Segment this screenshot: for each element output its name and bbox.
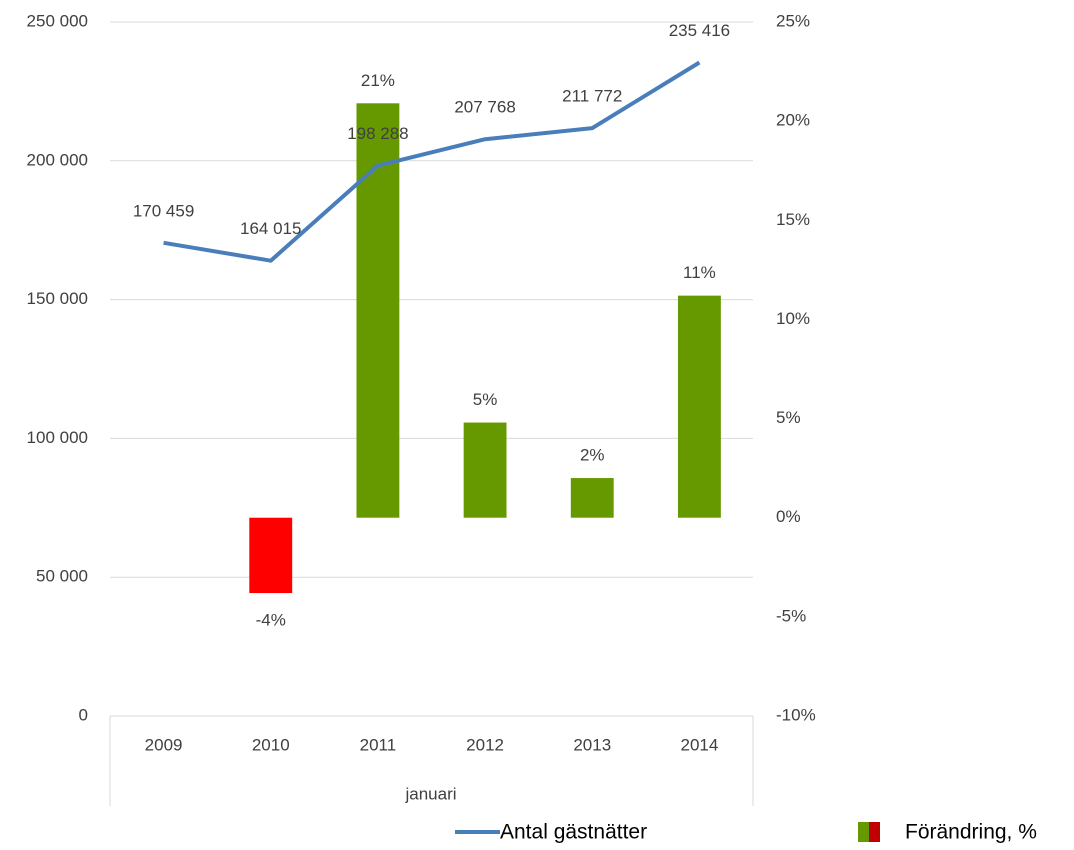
legend-swatch [858, 822, 869, 842]
data-label: 211 772 [562, 87, 622, 106]
bar [570, 478, 614, 518]
line [163, 60, 701, 263]
y2-tick-label: 0% [776, 507, 801, 526]
data-label: 170 459 [133, 201, 194, 220]
x-tick-label: 2009 [145, 735, 183, 754]
data-label: 235 416 [669, 21, 730, 40]
x-tick-label: 2012 [466, 735, 504, 754]
group-label: januari [404, 784, 456, 803]
bar [249, 517, 293, 594]
y-tick-label: 250 000 [27, 11, 88, 30]
data-label: 164 015 [240, 219, 301, 238]
x-tick-label: 2014 [681, 735, 719, 754]
y-tick-label: 50 000 [36, 567, 88, 586]
data-label: 207 768 [454, 98, 515, 117]
data-label: 198 288 [347, 124, 408, 143]
y2-tick-label: 5% [776, 408, 801, 427]
legend-swatch [869, 822, 880, 842]
y2-tick-label: -10% [776, 705, 816, 724]
bar [677, 295, 721, 518]
bar [356, 103, 400, 518]
x-tick-label: 2013 [573, 735, 611, 754]
y-tick-label: 100 000 [27, 428, 88, 447]
legend-label: Antal gästnätter [500, 821, 647, 844]
x-tick-label: 2011 [360, 735, 397, 754]
x-tick-label: 2010 [252, 735, 290, 754]
legend-label: Förändring, % [905, 821, 1037, 844]
bar [463, 422, 507, 518]
data-label: 2% [580, 446, 605, 465]
data-label: 21% [361, 71, 395, 90]
y-tick-label: 150 000 [27, 289, 88, 308]
y2-tick-label: -5% [776, 606, 806, 625]
y2-tick-label: 10% [776, 309, 810, 328]
y-tick-label: 200 000 [27, 150, 88, 169]
y2-tick-label: 25% [776, 11, 810, 30]
legend: Antal gästnätter Förändring, % [455, 821, 1037, 844]
y2-tick-label: 20% [776, 111, 810, 130]
y-tick-label: 0 [79, 705, 88, 724]
data-label: 5% [473, 390, 498, 409]
y2-tick-label: 15% [776, 210, 810, 229]
data-label: 11% [683, 263, 716, 282]
data-label: -4% [256, 611, 286, 630]
